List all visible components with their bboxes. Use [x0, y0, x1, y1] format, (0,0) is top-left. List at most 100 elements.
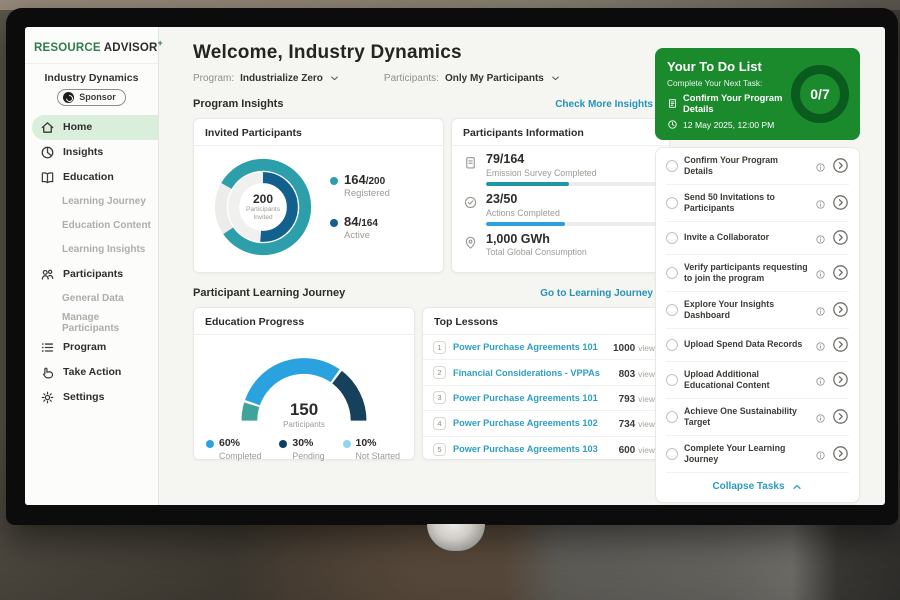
sidebar-item-home[interactable]: Home: [32, 114, 158, 140]
legend-dot: [279, 440, 288, 448]
task-label: Upload Additional Educational Content: [684, 368, 770, 390]
lesson-rank: 2: [433, 366, 446, 380]
info-icon[interactable]: [815, 411, 826, 423]
legend-label: Completed: [219, 450, 262, 461]
sidebar-item-manage-participants[interactable]: Manage Participants: [25, 311, 158, 335]
sidebar-item-label: Take Action: [63, 366, 122, 379]
dashboard-screen: RESOURCE ADVISOR+ Industry Dynamics Spon…: [25, 27, 885, 505]
lesson-link[interactable]: Financial Considerations - VPPAs: [453, 367, 600, 378]
lesson-rank: 4: [433, 416, 446, 430]
lesson-views: 600: [618, 445, 636, 457]
chevron-right-button[interactable]: [832, 336, 849, 353]
info-icon[interactable]: [815, 232, 826, 245]
sidebar-item-education-content[interactable]: Education Content: [25, 214, 158, 238]
lesson-link[interactable]: Power Purchase Agreements 103: [453, 444, 598, 455]
stat-label: Total Global Consumption: [486, 247, 587, 258]
legend-active: 84/164 Active: [330, 214, 390, 241]
task-label: Explore Your Insights Dashboard: [684, 298, 775, 320]
info-icon[interactable]: [815, 339, 826, 352]
legend-registered: 164/200 Registered: [330, 172, 390, 199]
sidebar-item-learning-journey[interactable]: Learning Journey: [25, 190, 158, 214]
stat-global-consumption: 1,000 GWh Total Global Consumption: [463, 231, 658, 258]
stat-value: 79/164: [486, 152, 525, 166]
lesson-views: 1000: [613, 343, 636, 355]
chevron-right-button[interactable]: [832, 408, 849, 425]
chevron-right-button[interactable]: [832, 301, 849, 318]
participants-filter[interactable]: Participants: Only My Participants: [384, 73, 561, 84]
todo-summary-card: Your To Do List Complete Your Next Task:…: [655, 48, 860, 140]
info-icon[interactable]: [815, 160, 826, 173]
donut-center-value: 200: [252, 191, 274, 206]
lesson-row: 1 Power Purchase Agreements 101 1000 view…: [423, 335, 669, 361]
collapse-label: Collapse Tasks: [712, 481, 785, 493]
lesson-link[interactable]: Power Purchase Agreements 101: [453, 392, 598, 403]
document-icon: [667, 98, 678, 109]
lesson-row: 4 Power Purchase Agreements 102 734 views: [423, 411, 669, 437]
education-icon: [40, 170, 55, 185]
sidebar-item-learning-insights[interactable]: Learning Insights: [25, 238, 158, 262]
go-to-learning-journey-link[interactable]: Go to Learning Journey →: [540, 286, 670, 300]
lesson-views: 803: [618, 368, 636, 380]
sidebar-item-label: Learning Insights: [62, 244, 146, 256]
stat-emission-survey: 79/164 Emission Survey Completed: [463, 152, 658, 186]
chevron-right-button[interactable]: [832, 157, 849, 174]
program-filter-label: Program:: [193, 73, 235, 84]
chevron-down-icon: [329, 73, 340, 84]
task-checkbox[interactable]: [666, 447, 678, 460]
task-checkbox[interactable]: [666, 338, 678, 351]
views-suffix: views: [638, 419, 659, 430]
todo-progress-ring: 0/7: [791, 65, 849, 123]
task-row: Upload Spend Data Records: [666, 329, 849, 362]
chevron-down-icon: [550, 73, 561, 84]
task-checkbox[interactable]: [666, 266, 678, 279]
sidebar-item-general-data[interactable]: General Data: [25, 287, 158, 311]
sidebar-item-education[interactable]: Education: [25, 165, 158, 190]
sidebar-item-participants[interactable]: Participants: [25, 262, 158, 287]
info-icon[interactable]: [815, 448, 826, 460]
task-checkbox[interactable]: [666, 410, 678, 423]
sidebar-item-settings[interactable]: Settings: [25, 385, 158, 410]
logo-text-primary: RESOURCE: [34, 41, 101, 54]
task-checkbox[interactable]: [666, 303, 678, 316]
legend-value: 84: [344, 214, 359, 229]
chevron-right-button[interactable]: [832, 371, 849, 388]
task-checkbox[interactable]: [666, 231, 678, 244]
donut-center-label: Participants Invited: [246, 205, 280, 221]
task-checkbox[interactable]: [666, 159, 678, 172]
app-logo: RESOURCE ADVISOR+: [25, 27, 163, 64]
stat-value: 23/50: [486, 191, 518, 206]
collapse-tasks-link[interactable]: Collapse Tasks: [666, 473, 849, 502]
lesson-link[interactable]: Power Purchase Agreements 101: [453, 342, 598, 353]
gear-icon: [40, 390, 55, 405]
program-filter[interactable]: Program: Industrialize Zero: [193, 73, 340, 84]
check-more-insights-link[interactable]: Check More Insights →: [555, 97, 670, 111]
sidebar-item-take-action[interactable]: Take Action: [25, 360, 158, 385]
info-icon[interactable]: [815, 197, 826, 210]
legend-total: /200: [365, 175, 386, 187]
lesson-link[interactable]: Power Purchase Agreements 102: [453, 418, 598, 429]
chevron-right-button[interactable]: [832, 445, 849, 462]
info-icon[interactable]: [815, 304, 826, 317]
link-label: Go to Learning Journey: [540, 287, 653, 299]
sponsor-icon: [63, 91, 75, 103]
task-checkbox[interactable]: [666, 373, 678, 386]
task-row: Invite a Collaborator: [666, 222, 849, 255]
task-checkbox[interactable]: [666, 196, 678, 209]
participants-filter-label: Participants:: [383, 73, 439, 84]
chevron-right-button[interactable]: [832, 194, 849, 211]
clock-icon: [667, 119, 678, 130]
sidebar-item-program[interactable]: Program: [25, 335, 158, 360]
chevron-right-button[interactable]: [832, 264, 849, 281]
chevron-right-button[interactable]: [832, 229, 849, 246]
sidebar-item-label: Participants: [63, 268, 124, 281]
info-icon[interactable]: [815, 267, 826, 280]
sidebar: RESOURCE ADVISOR+ Industry Dynamics Spon…: [25, 27, 163, 505]
legend-dot: [206, 440, 214, 448]
card-title: Education Progress: [194, 308, 414, 335]
sidebar-item-label: Home: [63, 121, 93, 134]
legend-label: Pending: [292, 450, 325, 461]
task-row: Upload Additional Educational Content: [666, 362, 849, 399]
stat-value: 1,000 GWh: [486, 231, 550, 246]
sidebar-item-insights[interactable]: Insights: [25, 140, 158, 165]
info-icon[interactable]: [815, 374, 826, 387]
